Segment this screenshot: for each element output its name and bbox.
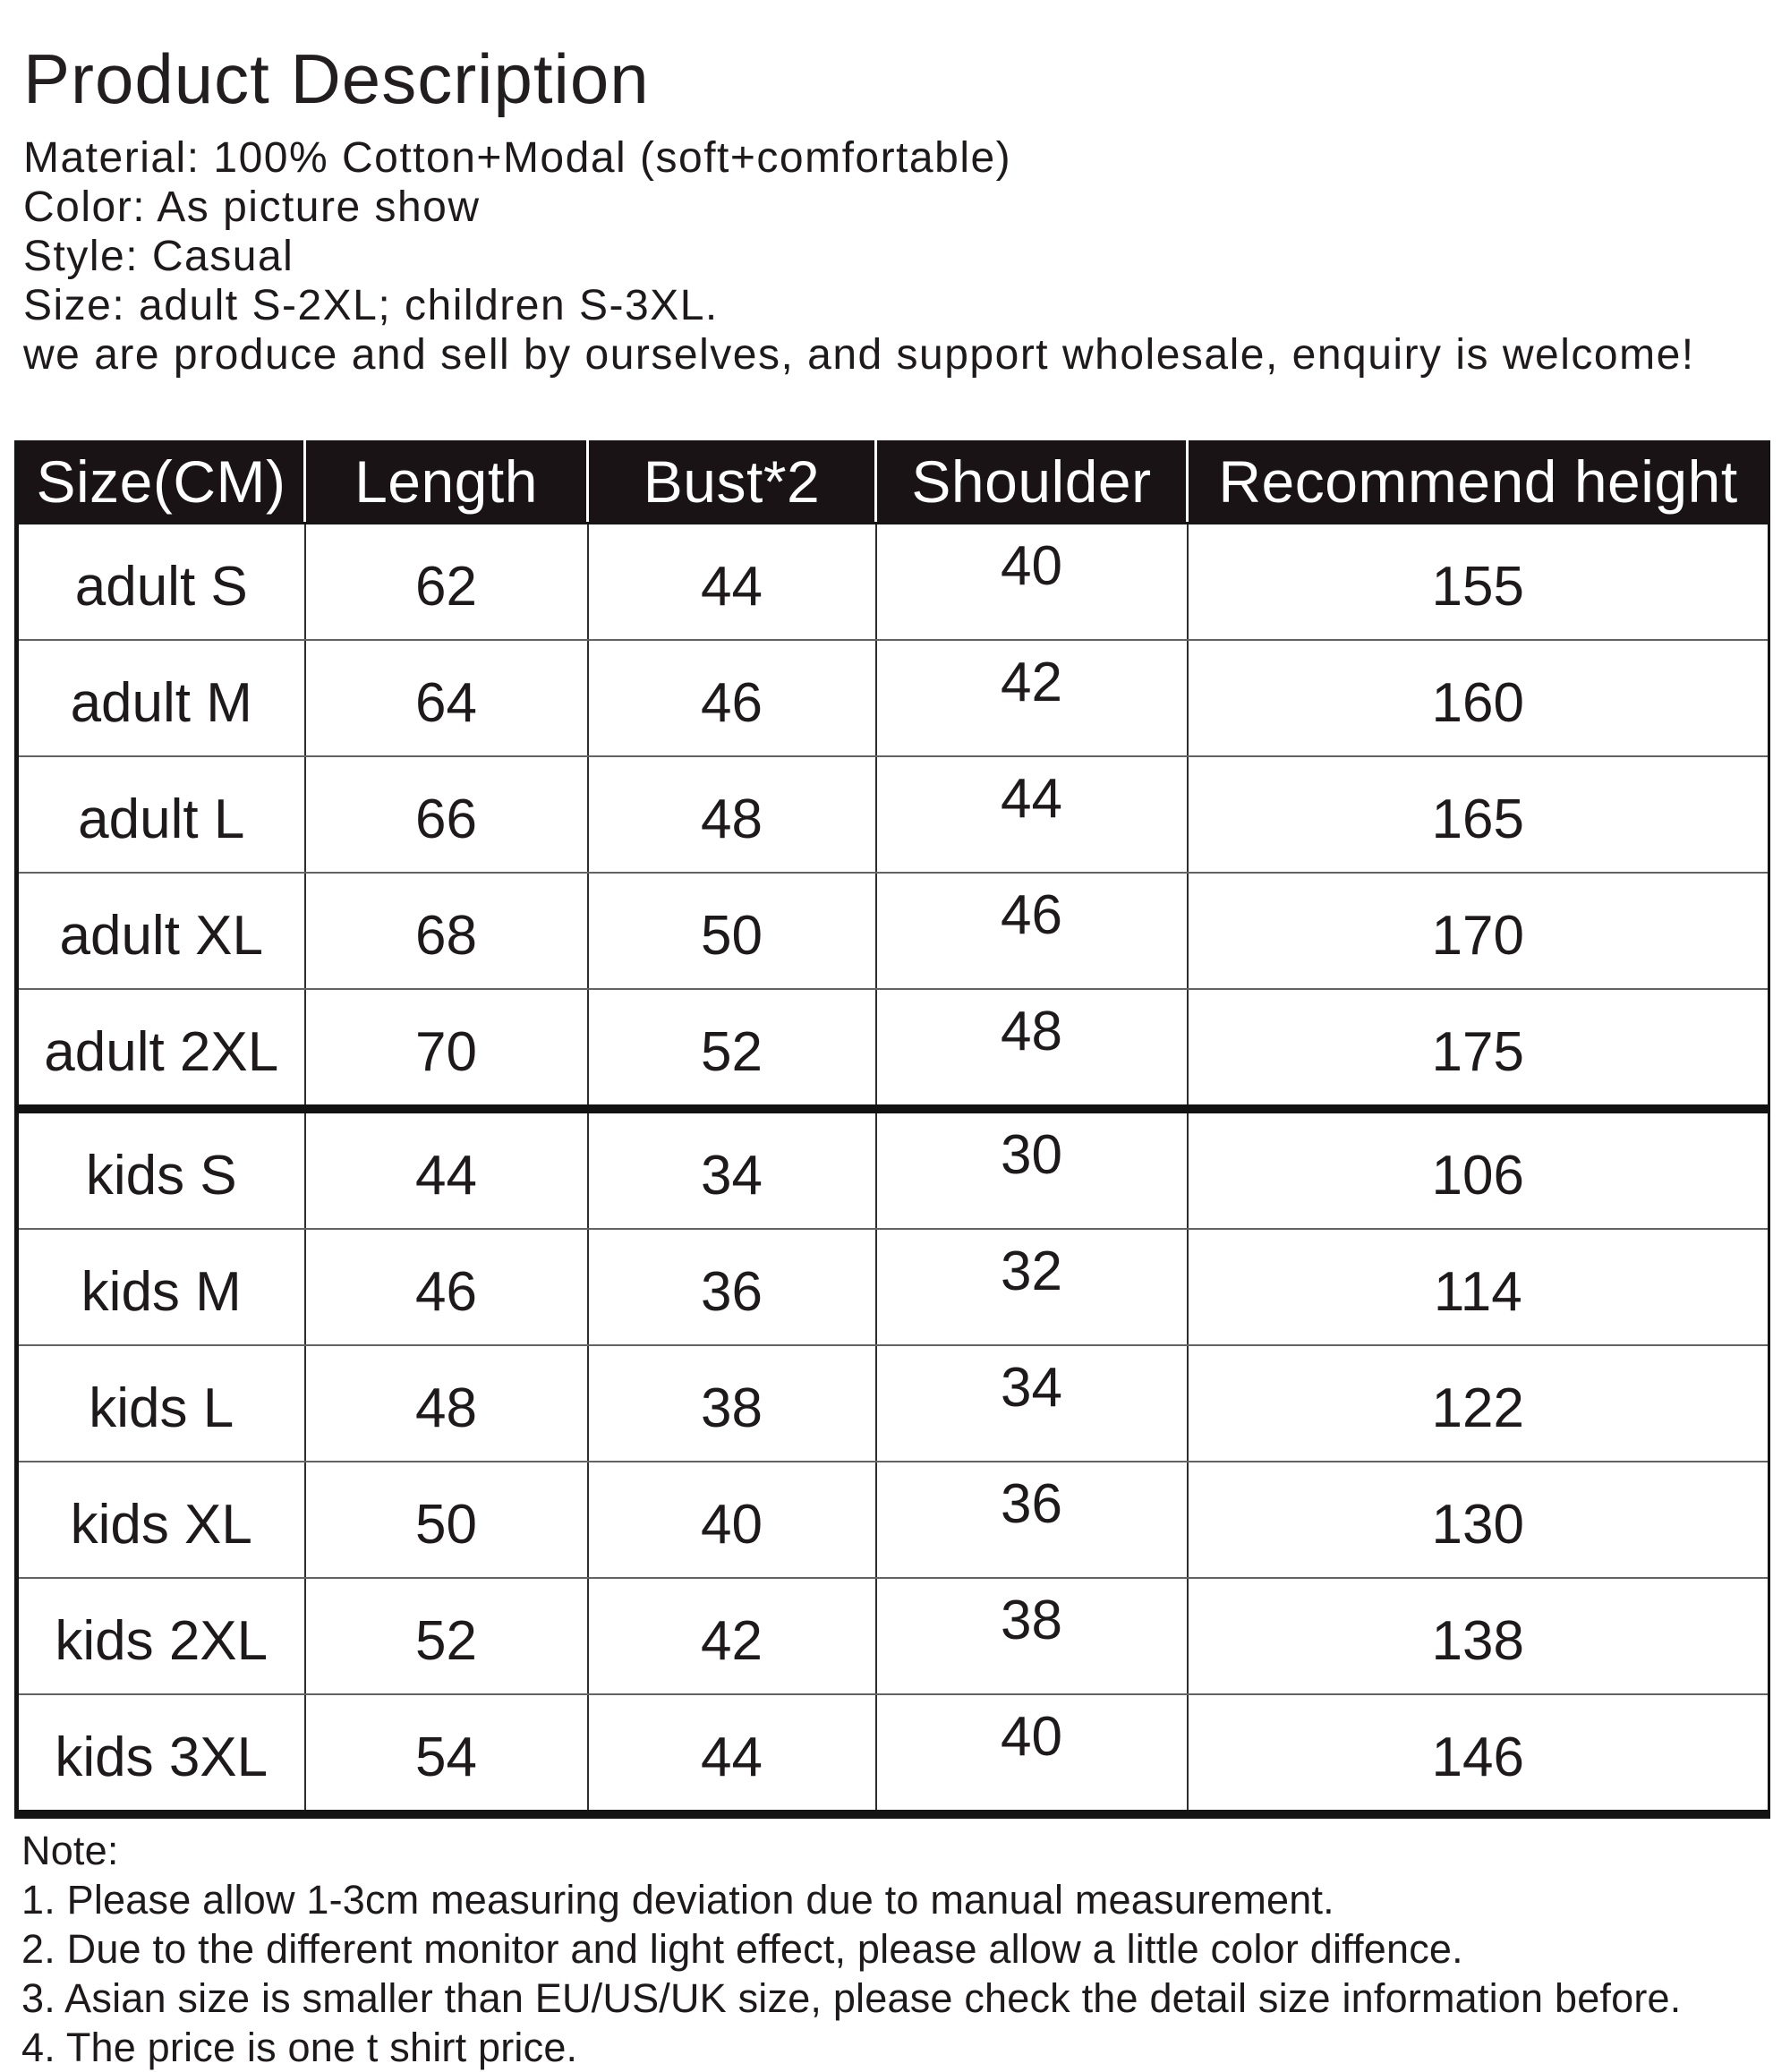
page-title: Product Description (23, 39, 650, 118)
measurement-cell: 50 (304, 1462, 589, 1579)
note-line: 2. Due to the different monitor and ligh… (21, 1926, 1463, 1972)
size-chart-header-row: Size(CM) Length Bust*2 Shoulder Recommend he… (16, 440, 1769, 524)
notes-block: Note: 1. Please allow 1-3cm measuring de… (21, 1826, 1790, 2072)
size-chart-header: Size(CM) Length Bust*2 Shoulder Recommend he… (16, 440, 1769, 524)
measurement-cell: 38 (875, 1578, 1189, 1695)
measurement-cell: 44 (304, 1104, 589, 1230)
note-line: 4. The price is one t shirt price. (21, 2025, 578, 2070)
column-header: Size(CM) (16, 440, 306, 524)
table-row: adult S 62 44 40 155 (16, 523, 1769, 641)
size-chart-table: Size(CM) Length Bust*2 Shoulder Recommend he… (14, 440, 1770, 1819)
measurement-cell: 62 (304, 523, 589, 641)
size-label-cell: adult L (16, 756, 306, 874)
size-label-cell: kids S (16, 1104, 306, 1230)
measurement-cell: 66 (304, 756, 589, 874)
measurement-cell: 38 (587, 1345, 877, 1462)
notes-heading: Note: (21, 1828, 119, 1873)
measurement-cell: 44 (875, 756, 1189, 874)
product-info-line: Material: 100% Cotton+Modal (soft+comfor… (23, 134, 1012, 182)
table-row: adult 2XL 70 52 48 175 (16, 989, 1769, 1110)
measurement-cell: 46 (304, 1229, 589, 1346)
table-row: kids M 46 36 32 114 (16, 1229, 1769, 1346)
note-line: 3. Asian size is smaller than EU/US/UK s… (21, 1975, 1682, 2021)
measurement-cell: 106 (1187, 1104, 1769, 1230)
table-row: kids XL 50 40 36 130 (16, 1462, 1769, 1579)
measurement-cell: 155 (1187, 523, 1769, 641)
measurement-cell: 40 (875, 1694, 1189, 1814)
table-row: kids 2XL 52 42 38 138 (16, 1578, 1769, 1695)
measurement-cell: 44 (587, 523, 877, 641)
column-header: Recommend height (1187, 440, 1769, 524)
measurement-cell: 36 (587, 1229, 877, 1346)
table-row: adult M 64 46 42 160 (16, 640, 1769, 757)
table-row: adult XL 68 50 46 170 (16, 873, 1769, 990)
product-info-line: Size: adult S-2XL; children S-3XL. (23, 282, 719, 329)
size-label-cell: kids L (16, 1345, 306, 1462)
measurement-cell: 114 (1187, 1229, 1769, 1346)
measurement-cell: 34 (875, 1345, 1189, 1462)
product-info-line: we are produce and sell by ourselves, an… (23, 331, 1695, 379)
table-row: kids S 44 34 30 106 (16, 1104, 1769, 1230)
measurement-cell: 48 (587, 756, 877, 874)
measurement-cell: 30 (875, 1104, 1189, 1230)
table-row: kids 3XL 54 44 40 146 (16, 1694, 1769, 1814)
note-line: 1. Please allow 1-3cm measuring deviatio… (21, 1877, 1334, 1923)
measurement-cell: 165 (1187, 756, 1769, 874)
measurement-cell: 36 (875, 1462, 1189, 1579)
measurement-cell: 52 (587, 989, 877, 1110)
measurement-cell: 48 (875, 989, 1189, 1110)
measurement-cell: 160 (1187, 640, 1769, 757)
measurement-cell: 146 (1431, 1726, 1524, 1788)
size-label-cell: kids XL (16, 1462, 306, 1579)
measurement-cell: 50 (587, 873, 877, 990)
measurement-cell: 68 (304, 873, 589, 990)
measurement-cell: 32 (875, 1229, 1189, 1346)
column-header: Shoulder (875, 440, 1189, 524)
column-header: Bust*2 (587, 440, 877, 524)
size-label-cell: adult S (16, 523, 306, 641)
measurement-cell: 48 (304, 1345, 589, 1462)
size-label-cell: adult XL (16, 873, 306, 990)
measurement-cell: 64 (304, 640, 589, 757)
size-label-cell: kids M (16, 1229, 306, 1346)
measurement-cell: 138 (1187, 1578, 1769, 1695)
measurement-cell: 42 (875, 640, 1189, 757)
measurement-cell: 46 (875, 873, 1189, 990)
size-label-cell: kids 2XL (16, 1578, 306, 1695)
column-header: Length (304, 440, 589, 524)
table-row: adult L 66 48 44 165 (16, 756, 1769, 874)
measurement-cell: 130 (1187, 1462, 1769, 1579)
measurement-cell: 170 (1187, 873, 1769, 990)
measurement-cell: 46 (587, 640, 877, 757)
measurement-cell: 70 (304, 989, 589, 1110)
size-label-cell: adult 2XL (16, 989, 306, 1110)
measurement-cell: 34 (587, 1104, 877, 1230)
measurement-cell: 44 (587, 1694, 877, 1814)
measurement-cell: 122 (1187, 1345, 1769, 1462)
table-row: kids L 48 38 34 122 (16, 1345, 1769, 1462)
measurement-cell: 40 (587, 1462, 877, 1579)
measurement-cell: 40 (875, 523, 1189, 641)
measurement-cell: 52 (304, 1578, 589, 1695)
measurement-cell: 54 (304, 1694, 589, 1814)
measurement-cell: 42 (587, 1578, 877, 1695)
size-label-cell: adult M (16, 640, 306, 757)
measurement-cell: 175 (1187, 989, 1769, 1110)
size-label-cell: kids 3XL (16, 1694, 306, 1814)
product-info-line: Color: As picture show (23, 183, 481, 231)
product-info-line: Style: Casual (23, 233, 294, 280)
product-info-block: Material: 100% Cotton+Modal (soft+comfor… (23, 133, 1790, 379)
